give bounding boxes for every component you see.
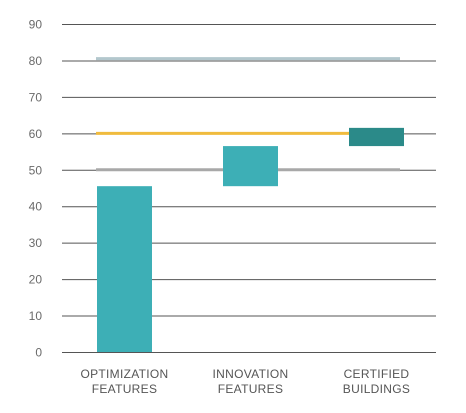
x-category-label-line: BUILDINGS	[343, 382, 410, 396]
y-tick-label: 60	[29, 127, 43, 141]
x-category-label: CERTIFIED BUILDINGS	[343, 367, 410, 396]
y-tick-label: 90	[29, 18, 43, 32]
x-category-label-line: OPTIMIZATION	[80, 367, 168, 381]
y-tick-label: 70	[29, 90, 43, 104]
y-tick-label: 30	[29, 236, 43, 250]
bars	[97, 127, 404, 352]
x-category-label: INNOVATION FEATURES	[213, 367, 289, 396]
bar	[223, 146, 278, 187]
x-category-label: OPTIMIZATION FEATURES	[80, 367, 168, 396]
y-tick-label: 20	[29, 273, 43, 287]
bar	[97, 186, 152, 352]
bar	[349, 127, 404, 147]
y-tick-label: 50	[29, 163, 43, 177]
y-tick-label: 0	[35, 346, 42, 360]
x-category-label-line: FEATURES	[92, 382, 158, 396]
x-category-label-line: FEATURES	[218, 382, 284, 396]
y-tick-label: 10	[29, 309, 43, 323]
y-tick-label: 80	[29, 54, 43, 68]
y-tick-label: 40	[29, 200, 43, 214]
x-category-label-line: INNOVATION	[213, 367, 289, 381]
y-axis-ticks: 0 10 20 30 40 50 60 70 80 90	[29, 18, 43, 360]
x-category-label-line: CERTIFIED	[344, 367, 410, 381]
